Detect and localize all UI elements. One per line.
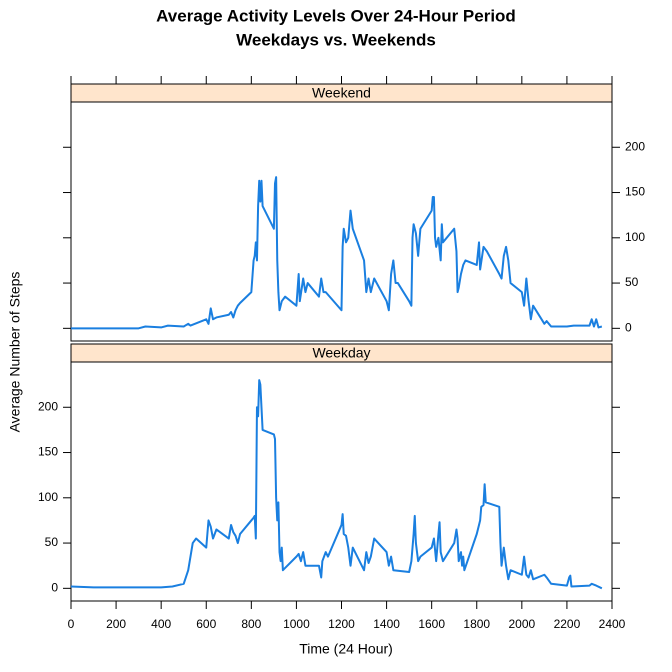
chart-subtitle: Weekdays vs. Weekends [236, 30, 436, 49]
x-axis-label: Time (24 Hour) [299, 641, 393, 657]
y-tick-label: 100 [38, 490, 58, 504]
y-tick-label: 0 [51, 580, 58, 594]
x-tick-label: 800 [241, 617, 261, 631]
y-tick-label: 150 [625, 185, 645, 199]
y-tick-label: 100 [625, 230, 645, 244]
y-tick-label: 50 [625, 275, 639, 289]
chart-title: Average Activity Levels Over 24-Hour Per… [156, 6, 516, 25]
x-tick-label: 2000 [508, 617, 535, 631]
x-tick-label: 1800 [463, 617, 490, 631]
x-tick-label: 1200 [328, 617, 355, 631]
y-tick-label: 200 [625, 139, 645, 153]
activity-line [70, 379, 603, 590]
y-axis-label: Average Number of Steps [7, 272, 23, 433]
y-tick-label: 200 [38, 399, 58, 413]
strip-label: Weekend [312, 85, 371, 101]
x-tick-label: 0 [68, 617, 75, 631]
x-tick-label: 1000 [283, 617, 310, 631]
x-tick-label: 2200 [554, 617, 581, 631]
activity-line [71, 176, 603, 330]
y-tick-label: 50 [45, 535, 59, 549]
y-tick-label: 0 [625, 320, 632, 334]
x-tick-label: 2400 [599, 617, 626, 631]
x-tick-label: 1400 [373, 617, 400, 631]
panel [70, 361, 613, 602]
x-tick-label: 400 [151, 617, 171, 631]
panel [70, 101, 613, 342]
y-tick-label: 150 [38, 445, 58, 459]
x-tick-label: 200 [106, 617, 126, 631]
x-tick-label: 1600 [418, 617, 445, 631]
x-tick-label: 600 [196, 617, 216, 631]
strip-label: Weekday [312, 345, 370, 361]
